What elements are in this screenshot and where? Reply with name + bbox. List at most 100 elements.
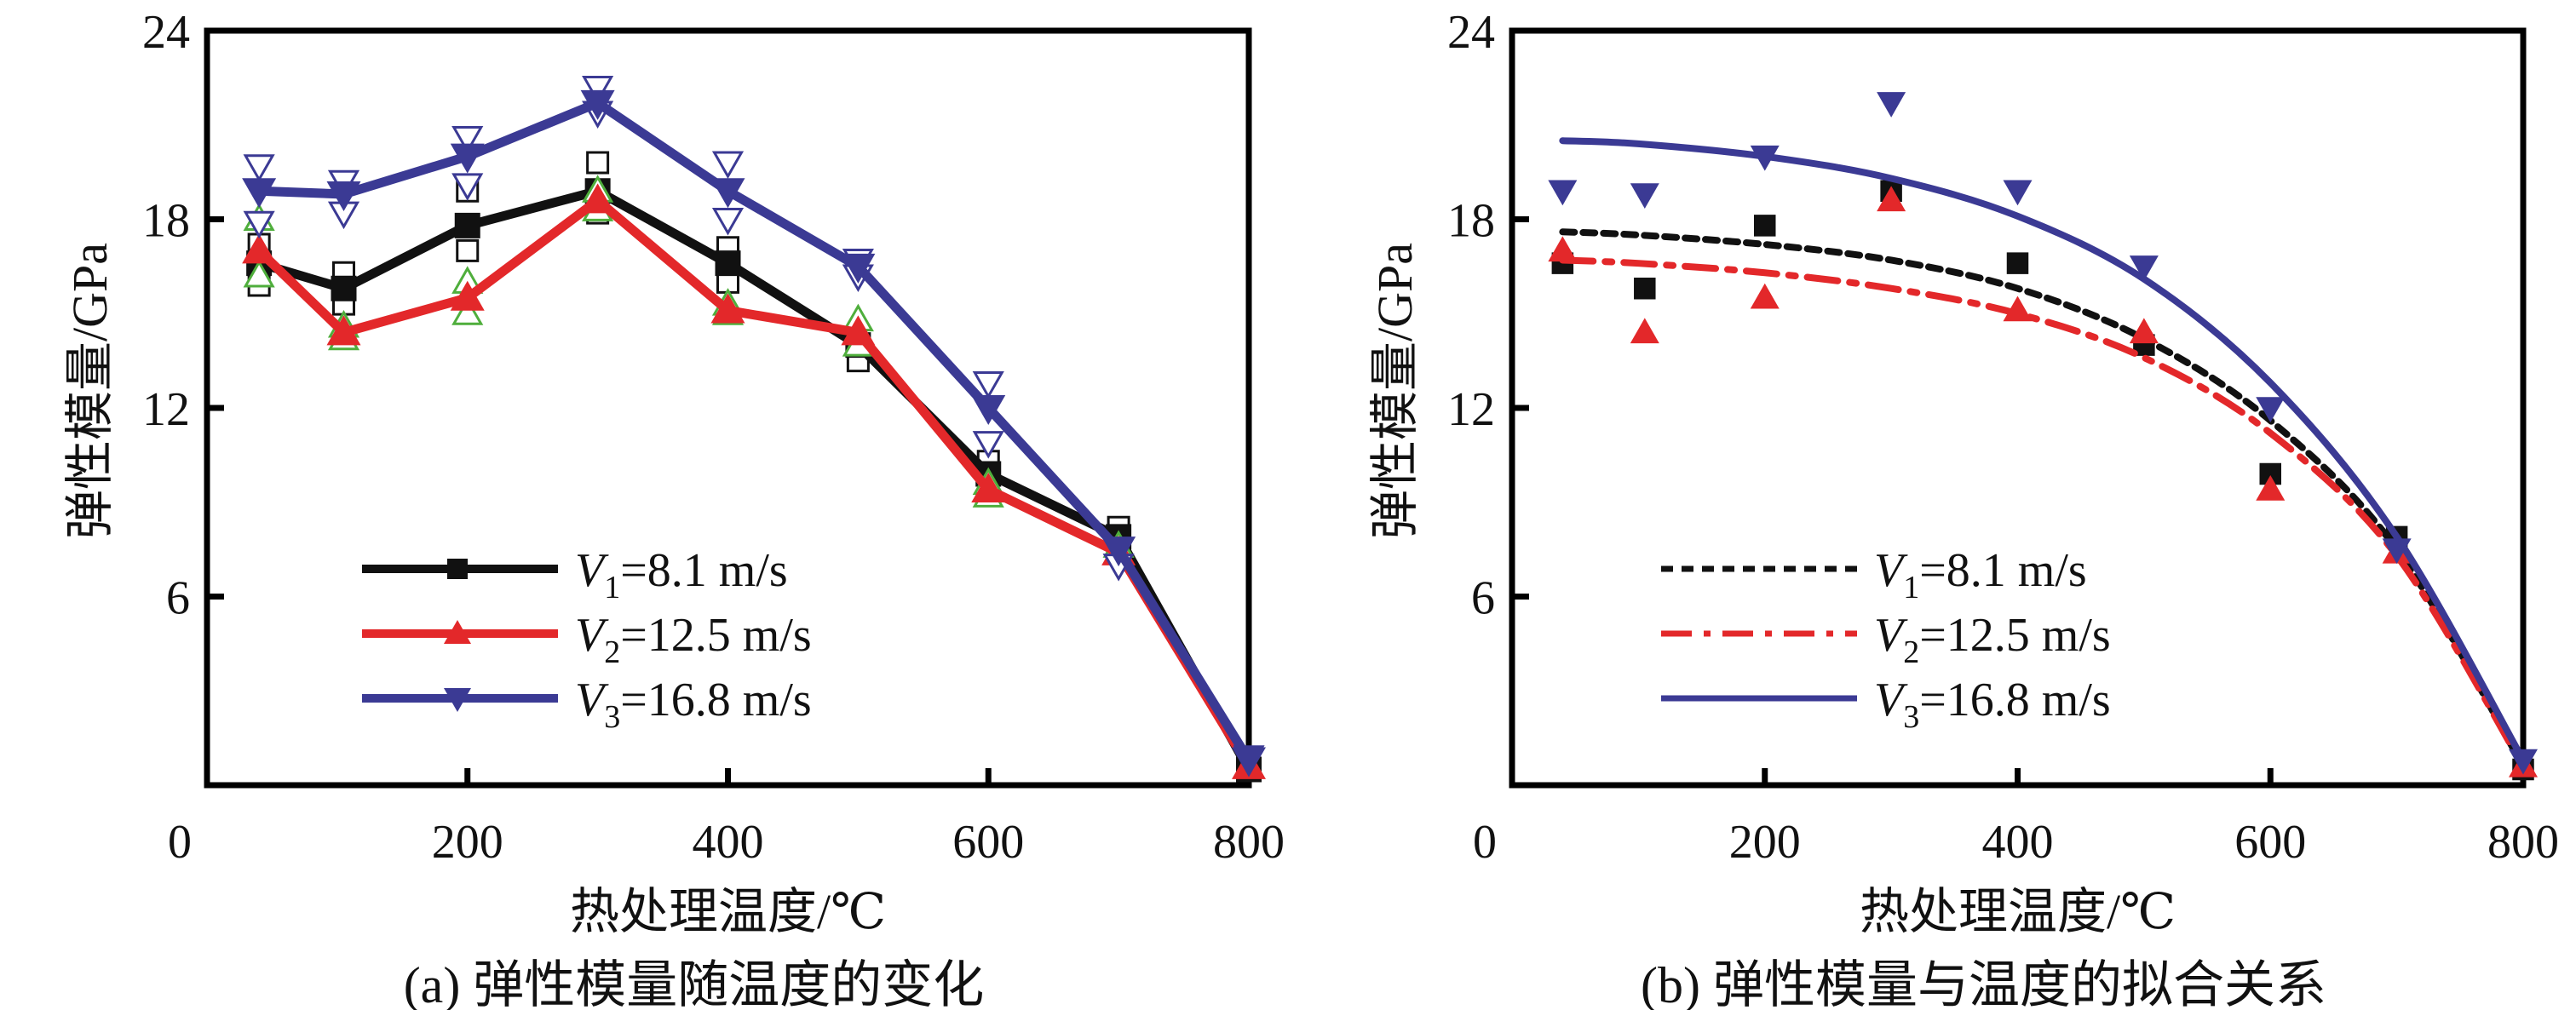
data-point xyxy=(2509,749,2538,775)
series-2: V2=12.5 m/s xyxy=(242,175,1266,779)
legend-var: V xyxy=(575,544,609,597)
data-point xyxy=(242,178,277,209)
x-tick-label: 400 xyxy=(693,816,764,869)
data-point xyxy=(2259,462,2281,485)
data-point xyxy=(2256,474,2286,501)
data-point xyxy=(1630,183,1659,209)
data-point xyxy=(1548,236,1578,262)
replicate-marker xyxy=(711,151,745,180)
replicate-marker xyxy=(243,210,275,239)
y-tick-label: 18 xyxy=(142,195,190,248)
series-3: V3=16.8 m/s xyxy=(1548,92,2538,775)
legend-subscript: 1 xyxy=(1903,570,1919,605)
legend-var: V xyxy=(1874,674,1908,726)
x-tick-label: 400 xyxy=(1982,816,2054,869)
replicate-marker xyxy=(243,154,275,182)
data-point xyxy=(2129,255,2159,281)
x-tick-label: 600 xyxy=(2234,816,2306,869)
legend-value: =16.8 m/s xyxy=(1919,674,2111,726)
replicate-marker xyxy=(582,75,614,104)
legend-marker xyxy=(447,559,468,579)
y-tick-label: 12 xyxy=(142,383,190,436)
legend-value: =12.5 m/s xyxy=(1919,609,2111,662)
replicate-marker xyxy=(451,126,484,154)
data-point xyxy=(1750,145,1780,171)
replicate-marker xyxy=(972,370,1004,399)
legend-var: V xyxy=(575,674,609,726)
legend-label: V1=8.1 m/s xyxy=(1874,544,2087,605)
legend-value: =8.1 m/s xyxy=(620,544,788,597)
replicate-marker xyxy=(456,238,480,262)
data-point xyxy=(2003,296,2033,322)
legend-subscript: 1 xyxy=(604,570,620,605)
legend-subscript: 3 xyxy=(604,699,620,735)
x-tick-label: 200 xyxy=(1729,816,1801,869)
data-point xyxy=(1877,92,1906,118)
data-point xyxy=(450,143,485,174)
replicate-marker xyxy=(586,151,610,175)
data-point xyxy=(2003,180,2033,206)
replicate-marker xyxy=(972,431,1004,459)
series-3: V3=16.8 m/s xyxy=(242,75,1266,778)
x-tick-label: 0 xyxy=(1473,816,1497,869)
data-point xyxy=(242,233,277,264)
x-tick-label: 800 xyxy=(1213,816,1285,869)
replicate-marker xyxy=(711,208,745,236)
data-point xyxy=(326,181,361,211)
legend-subscript: 2 xyxy=(1903,634,1919,670)
data-point xyxy=(1750,283,1780,309)
data-point xyxy=(580,89,615,120)
data-point xyxy=(715,250,741,277)
y-tick-label: 6 xyxy=(1471,572,1495,625)
replicate-marker xyxy=(451,173,484,201)
data-point xyxy=(454,212,480,238)
data-point xyxy=(841,315,876,346)
legend-label: V2=12.5 m/s xyxy=(1874,609,2111,670)
y-tick-label: 24 xyxy=(1447,6,1495,59)
legend-subscript: 3 xyxy=(1903,699,1919,735)
legend-subscript: 2 xyxy=(604,634,620,670)
data-point xyxy=(2382,538,2412,565)
panel-caption: (b) 弹性模量与温度的拟合关系 xyxy=(1641,957,2326,1010)
data-point xyxy=(841,253,876,284)
data-point xyxy=(1634,277,1656,300)
data-point xyxy=(1877,186,1906,212)
replicate-marker xyxy=(451,297,484,325)
legend-label: V2=12.5 m/s xyxy=(575,609,812,670)
data-point xyxy=(2006,252,2029,274)
data-point xyxy=(1101,537,1136,567)
y-axis-title: 弹性模量/GPa xyxy=(1367,243,1423,539)
legend-value: =16.8 m/s xyxy=(620,674,812,726)
data-point xyxy=(1630,318,1659,344)
panel-caption: (a) 弹性模量随温度的变化 xyxy=(404,957,985,1010)
y-tick-label: 24 xyxy=(142,6,190,59)
data-point xyxy=(450,280,485,311)
legend-marker xyxy=(444,688,471,712)
legend-var: V xyxy=(1874,609,1908,662)
data-point xyxy=(326,315,361,346)
legend-value: =12.5 m/s xyxy=(620,609,812,662)
data-point xyxy=(1754,215,1776,237)
y-tick-label: 6 xyxy=(166,572,190,625)
data-point xyxy=(1232,747,1266,778)
x-tick-label: 0 xyxy=(168,816,192,869)
legend-value: =8.1 m/s xyxy=(1919,544,2087,597)
legend-label: V1=8.1 m/s xyxy=(575,544,788,605)
data-point xyxy=(331,275,357,301)
x-tick-label: 200 xyxy=(432,816,503,869)
data-point xyxy=(2256,397,2286,422)
data-point xyxy=(710,178,745,209)
fit-curve xyxy=(1559,137,2527,764)
legend-var: V xyxy=(575,609,609,662)
y-tick-label: 12 xyxy=(1447,383,1495,436)
x-axis-title: 热处理温度/℃ xyxy=(570,884,886,939)
x-axis-title: 热处理温度/℃ xyxy=(1860,884,2176,939)
data-point xyxy=(710,293,745,324)
legend-label: V3=16.8 m/s xyxy=(575,674,812,735)
data-point xyxy=(971,395,1006,425)
x-tick-label: 800 xyxy=(2487,816,2559,869)
plot-frame xyxy=(204,27,1252,789)
